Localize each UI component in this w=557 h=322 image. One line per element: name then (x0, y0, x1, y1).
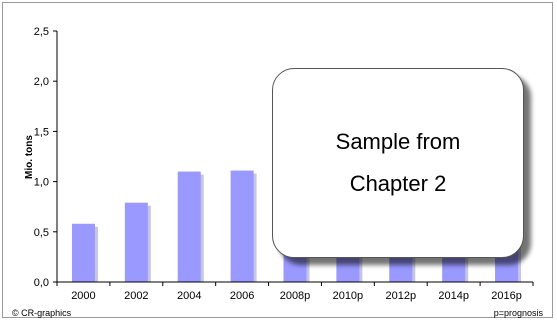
x-tick-label: 2008p (280, 290, 311, 302)
y-tick-label: 2,5 (34, 26, 49, 38)
x-tick-label: 2016p (491, 290, 522, 302)
x-tick-label: 2010p (333, 290, 364, 302)
y-tick-label: 1,5 (34, 126, 49, 138)
copyright-text: © CR-graphics (12, 308, 72, 318)
y-ticks: 0,0 0,5 1,0 1,5 2,0 2,5 (34, 26, 57, 289)
y-tick-label: 2,0 (34, 76, 49, 88)
bar-2006 (230, 170, 254, 282)
sample-overlay-box: Sample from Chapter 2 (272, 68, 524, 258)
x-tick-label: 2004 (177, 290, 201, 302)
bar-2000 (71, 223, 95, 282)
y-tick-label: 0,0 (34, 277, 49, 289)
bar-2002 (124, 202, 148, 282)
overlay-line-1: Sample from (335, 129, 461, 154)
x-tick-label: 2014p (438, 290, 469, 302)
y-tick-label: 1,0 (34, 177, 49, 189)
x-ticks: 2000 2002 2004 2006 2008p 2010p 2012p 2014p 2016… (56, 282, 534, 302)
y-tick-label: 0,5 (34, 227, 49, 239)
y-axis-title: Mio. tons (24, 135, 35, 179)
overlay-line-2: Chapter 2 (349, 171, 447, 196)
x-tick-label: 2012p (385, 290, 416, 302)
bar-2004 (177, 171, 201, 282)
prognosis-note: p=prognosis (494, 308, 544, 318)
x-tick-label: 2000 (71, 290, 95, 302)
x-tick-label: 2002 (124, 290, 148, 302)
x-tick-label: 2006 (230, 290, 254, 302)
